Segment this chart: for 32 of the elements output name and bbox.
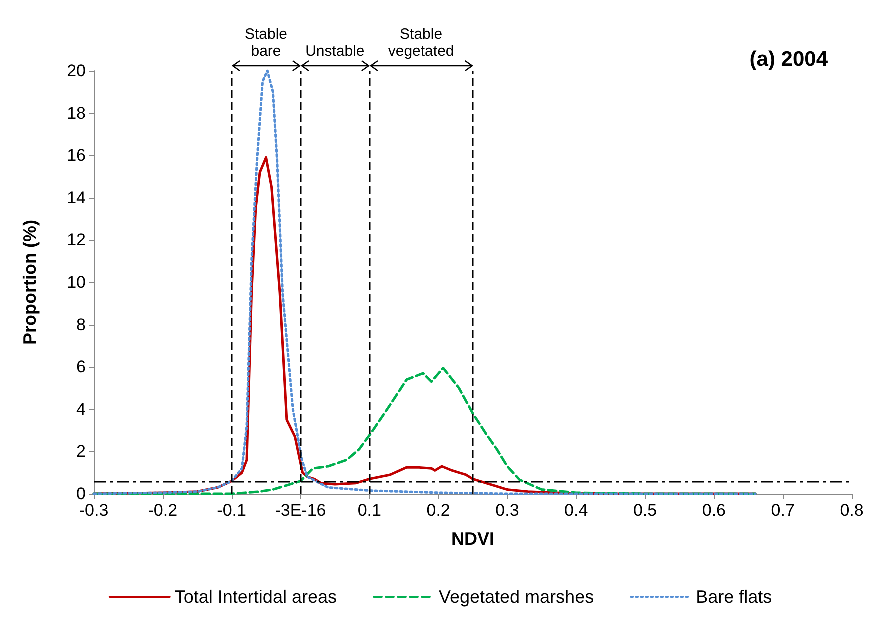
x-tick-label: 0.7 xyxy=(771,501,795,520)
y-tick-label: 14 xyxy=(67,188,86,208)
x-tick-label: 0.2 xyxy=(426,501,450,520)
y-tick-label: 6 xyxy=(76,358,86,377)
x-tick-label: -0.2 xyxy=(148,501,178,520)
chart-title: (a) 2004 xyxy=(750,48,828,71)
x-tick-label: 0.5 xyxy=(633,501,658,520)
y-tick-label: 0 xyxy=(76,484,86,504)
x-tick-label: 0.6 xyxy=(702,501,726,520)
text: Stable bare xyxy=(244,26,289,60)
y-tick-label: 8 xyxy=(76,315,86,334)
x-tick-label: 0.1 xyxy=(358,501,382,520)
x-axis-title: NDVI xyxy=(451,529,495,549)
legend-label: Total Intertidal areas xyxy=(174,587,337,607)
x-tick-label: -3E-16 xyxy=(275,501,326,520)
legend-label: Bare flats xyxy=(696,587,772,607)
text: Unstable xyxy=(304,43,366,60)
y-tick-label: 2 xyxy=(76,442,86,462)
y-axis-title: Proportion (%) xyxy=(20,220,40,345)
x-tick-label: -0.1 xyxy=(217,501,246,520)
x-tick-label: -0.3 xyxy=(79,501,109,520)
y-tick-label: 16 xyxy=(67,146,86,166)
y-tick-label: 10 xyxy=(67,273,86,292)
y-tick-label: 20 xyxy=(67,62,86,80)
y-tick-label: 18 xyxy=(67,104,86,123)
x-tick-label: 0.4 xyxy=(564,501,588,520)
text: Stable vegetated xyxy=(387,26,456,60)
y-tick-label: 4 xyxy=(76,400,86,419)
x-tick-label: 0.8 xyxy=(840,501,864,520)
legend-label: Vegetated marshes xyxy=(438,587,594,607)
y-tick-label: 12 xyxy=(67,230,86,250)
x-tick-label: 0.3 xyxy=(496,501,520,520)
